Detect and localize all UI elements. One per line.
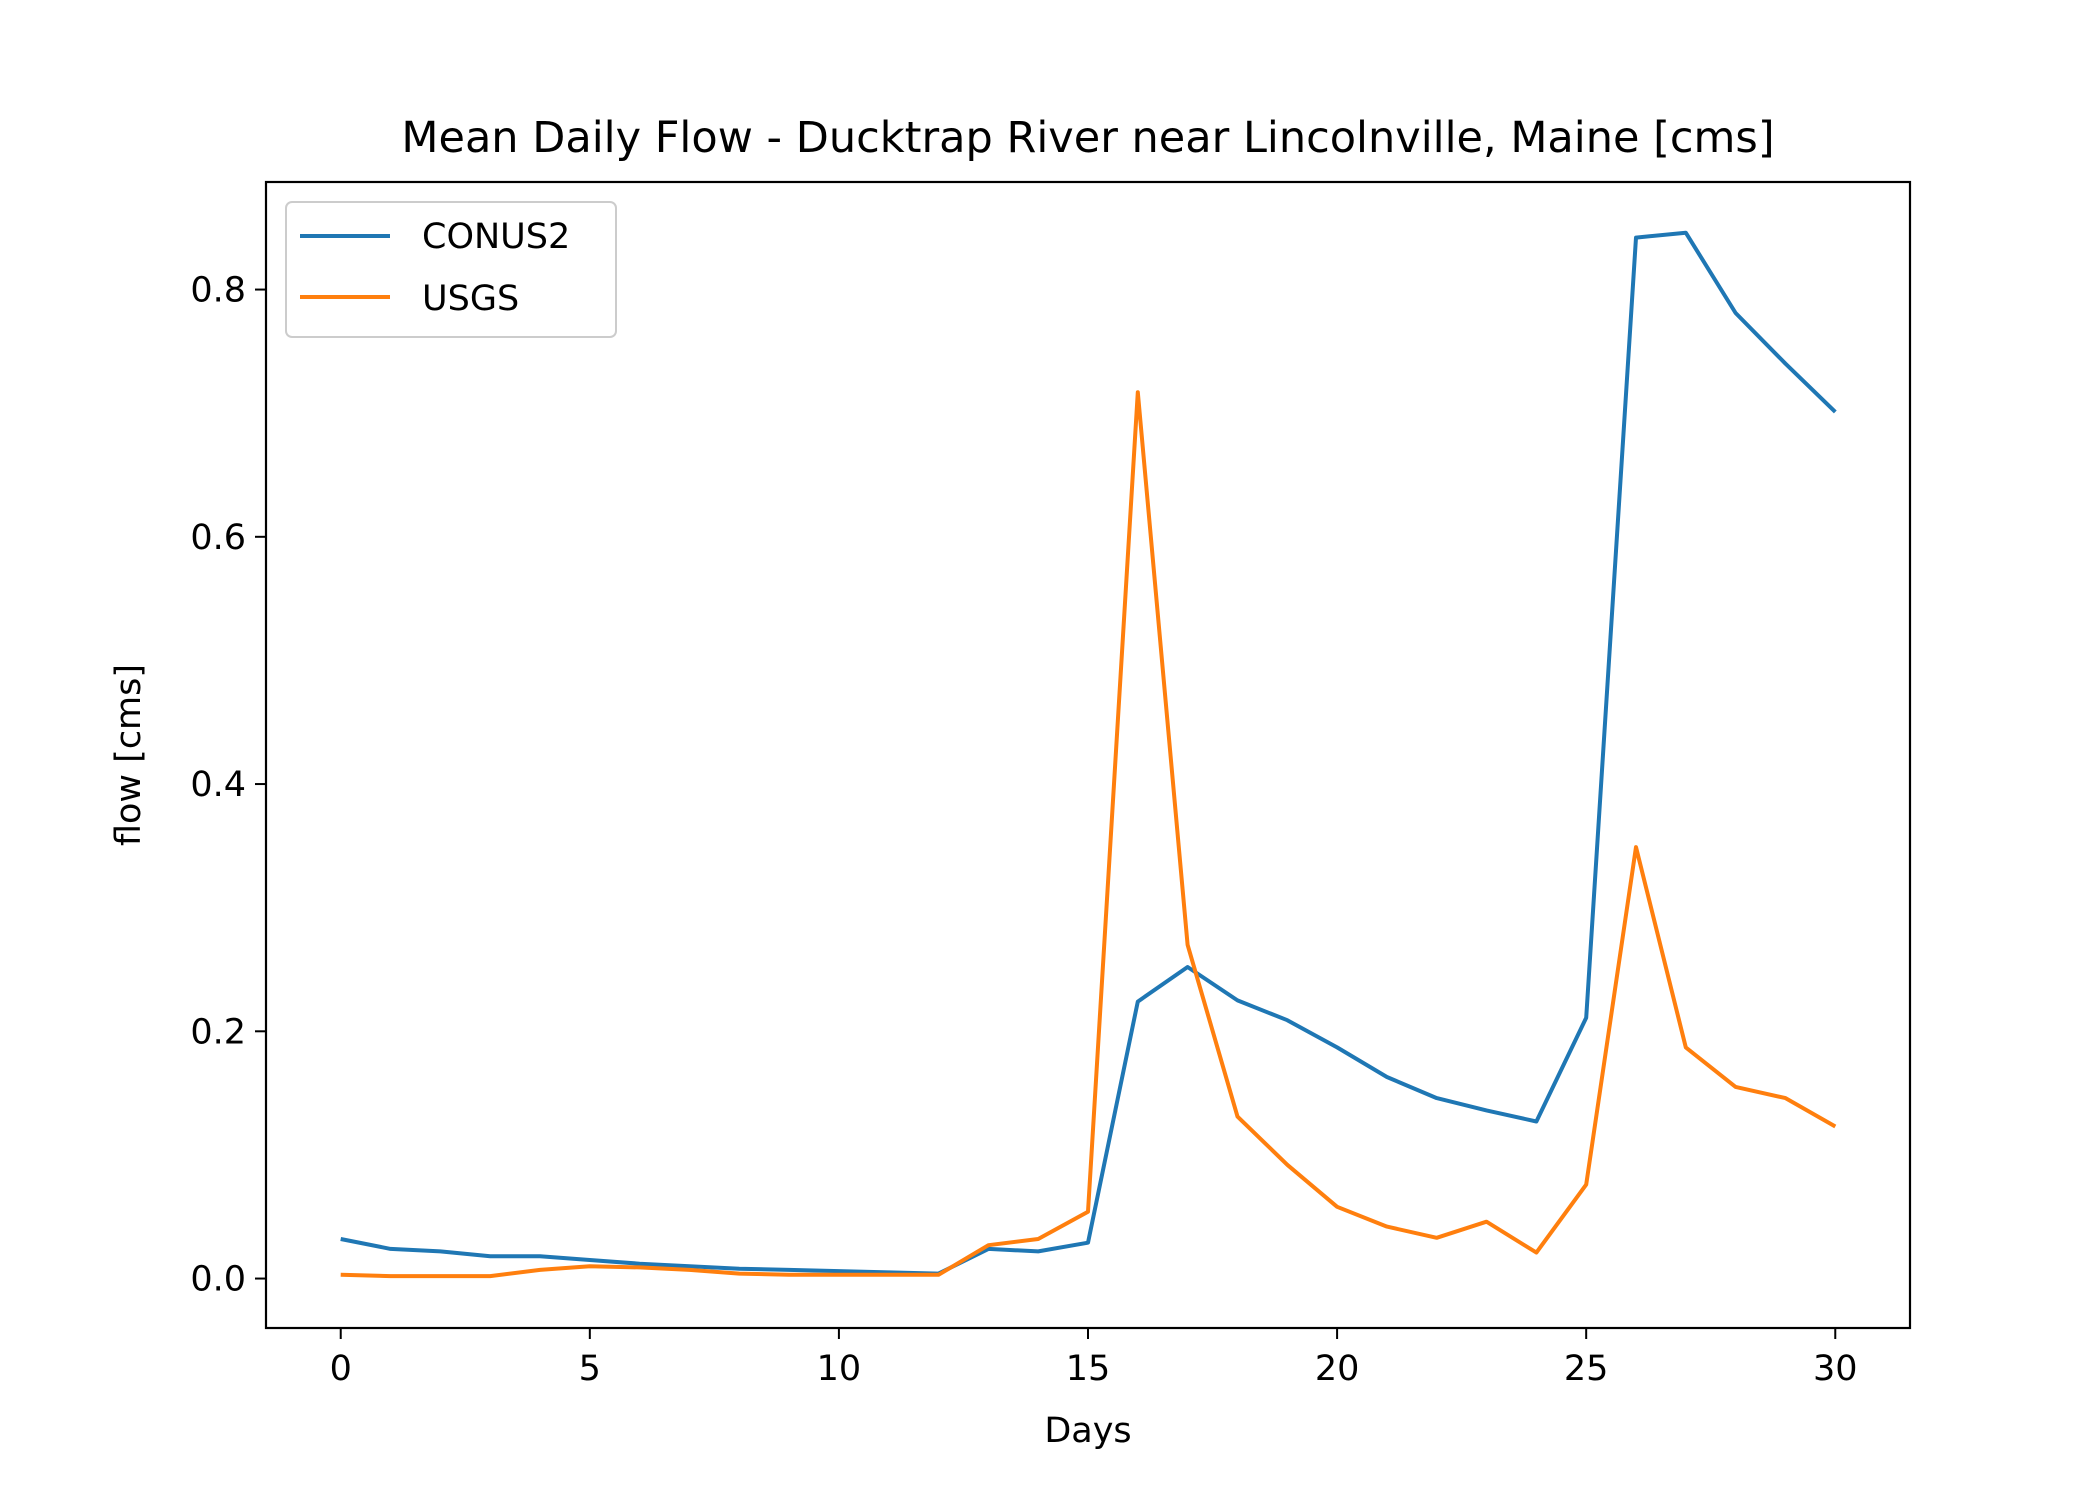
- series-line-conus2: [340, 230, 1837, 1276]
- y-axis-label: flow [cms]: [109, 664, 149, 846]
- series-line-usgs: [340, 390, 1837, 1279]
- y-tick-label: 0.8: [190, 271, 246, 311]
- x-tick-label: 5: [579, 1349, 601, 1389]
- legend-label-conus2: CONUS2: [422, 217, 570, 257]
- y-tick-label: 0.6: [190, 518, 246, 558]
- x-axis: 0 5 10 15 20 25 30: [330, 1328, 1858, 1389]
- x-tick-label: 10: [817, 1349, 862, 1389]
- y-tick-label: 0.4: [190, 765, 246, 805]
- series-layer: [340, 230, 1837, 1279]
- y-axis: 0.0 0.2 0.4 0.6 0.8: [190, 271, 266, 1300]
- legend-label-usgs: USGS: [422, 279, 519, 319]
- x-tick-label: 0: [330, 1349, 352, 1389]
- y-tick-label: 0.2: [190, 1012, 246, 1052]
- x-tick-label: 30: [1813, 1349, 1858, 1389]
- x-tick-label: 25: [1564, 1349, 1609, 1389]
- chart-title: Mean Daily Flow - Ducktrap River near Li…: [401, 113, 1774, 163]
- x-axis-label: Days: [1044, 1411, 1131, 1451]
- legend: CONUS2 USGS: [285, 201, 617, 338]
- x-tick-label: 20: [1315, 1349, 1360, 1389]
- x-tick-label: 15: [1066, 1349, 1111, 1389]
- y-tick-label: 0.0: [190, 1260, 246, 1300]
